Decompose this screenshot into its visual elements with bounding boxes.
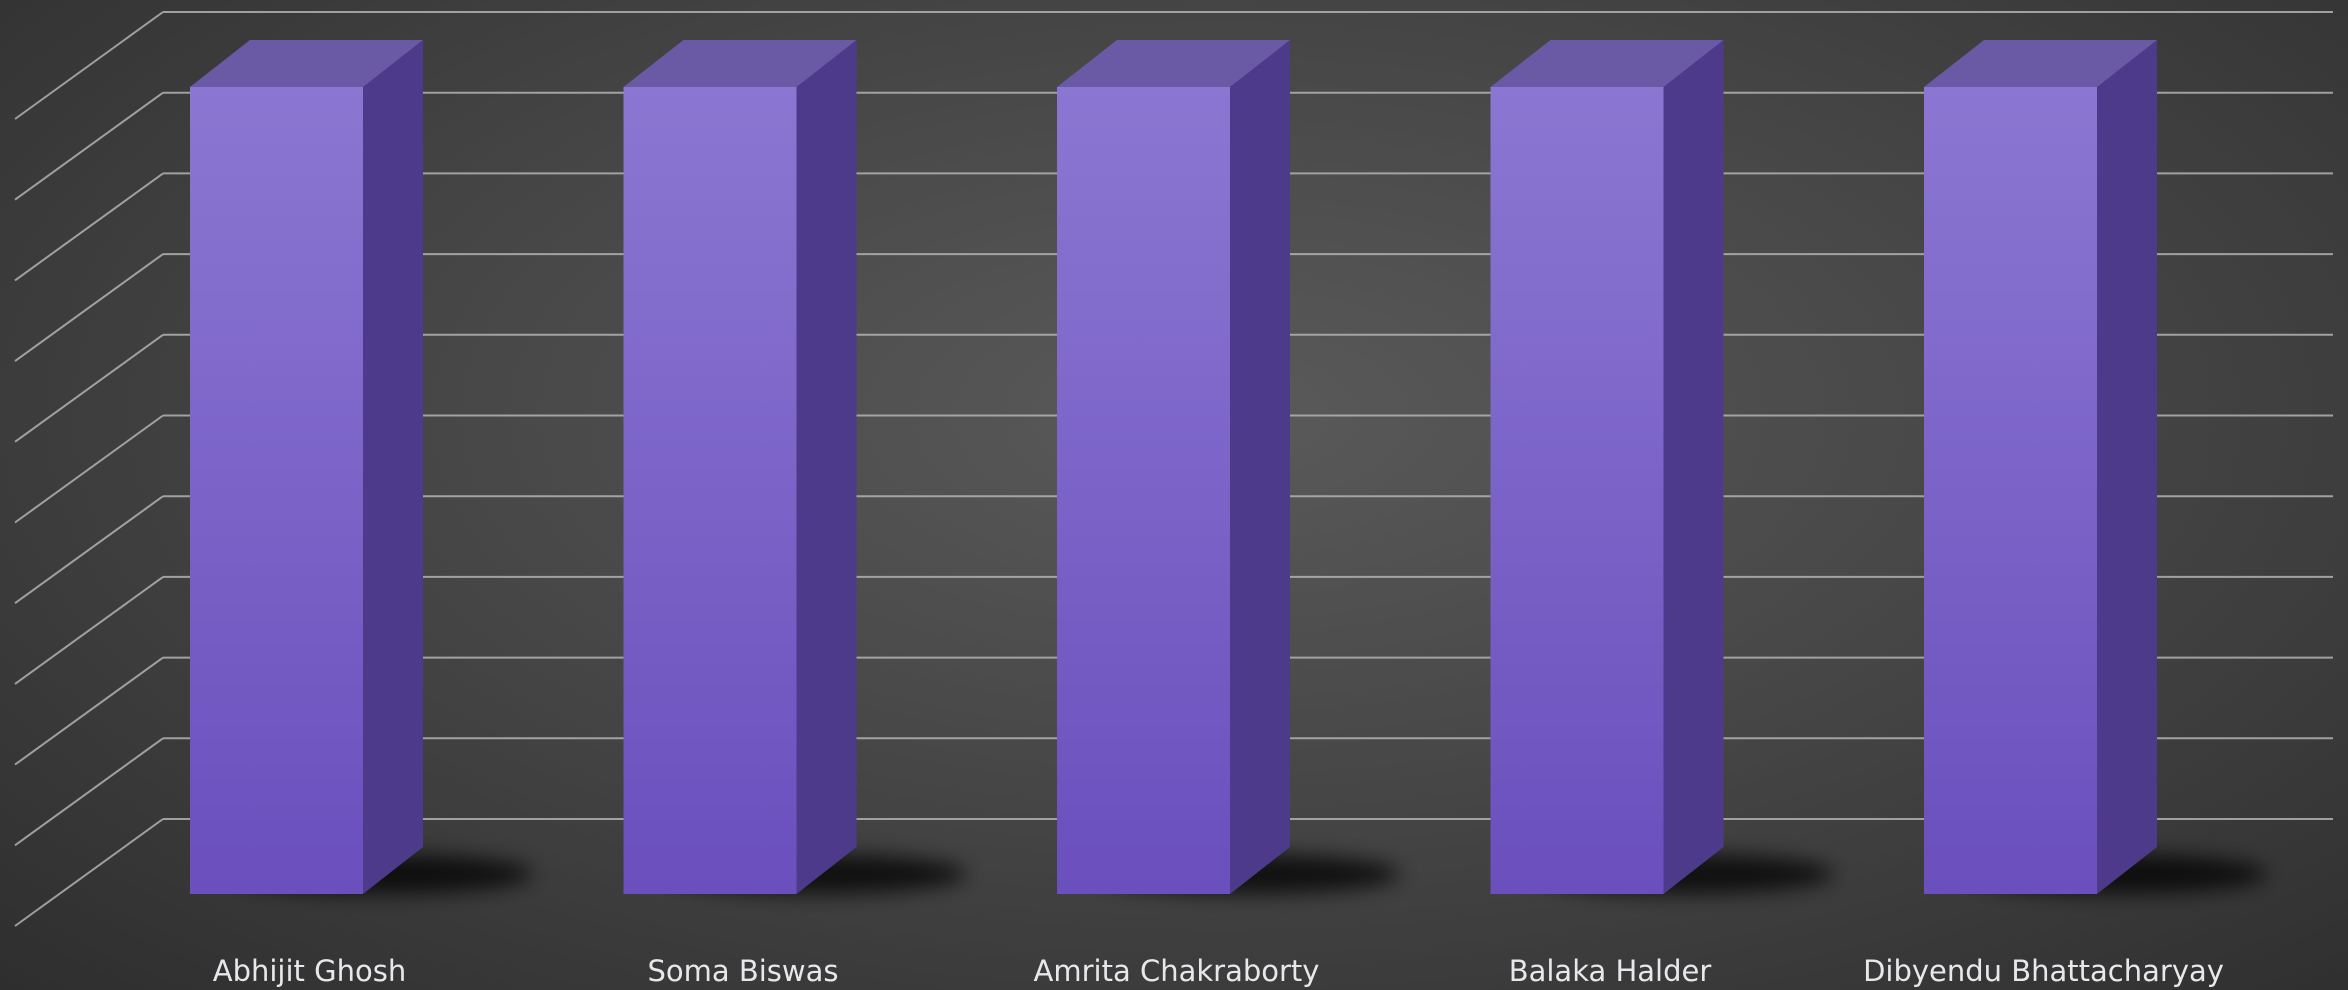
bar-front <box>190 87 363 894</box>
category-label: Abhijit Ghosh <box>213 954 406 988</box>
bar-front <box>623 87 797 894</box>
gridline-diagonal <box>14 253 164 362</box>
bar-front <box>1924 87 2097 894</box>
bar <box>1924 40 2157 894</box>
bars <box>190 40 2157 894</box>
gridline-diagonal <box>14 818 164 927</box>
bar-side <box>796 40 857 894</box>
bar-top <box>623 40 857 87</box>
bar-side <box>2097 40 2157 894</box>
bar-front <box>1057 87 1230 894</box>
gridline-diagonal <box>14 656 164 766</box>
bar-top <box>190 40 423 87</box>
category-label: Amrita Chakraborty <box>1034 954 1320 988</box>
gridline-diagonal <box>14 172 164 282</box>
bar <box>623 40 857 894</box>
bar <box>1490 40 1724 894</box>
gridline-diagonal <box>14 91 164 201</box>
bar <box>190 40 423 894</box>
category-label: Dibyendu Bhattacharyay <box>1863 954 2224 988</box>
gridline-diagonal <box>14 737 164 847</box>
category-label: Soma Biswas <box>647 954 838 988</box>
gridline-diagonal <box>14 333 164 443</box>
bar-top <box>1924 40 2157 87</box>
bar-top <box>1057 40 1290 87</box>
bar-top <box>1490 40 1724 87</box>
category-labels: Abhijit Ghosh Soma Biswas Amrita Chakrabor… <box>213 954 2224 988</box>
bar-front <box>1490 87 1664 894</box>
category-label: Balaka Halder <box>1509 954 1712 988</box>
bar-side <box>1663 40 1724 894</box>
gridline-diagonal <box>14 11 164 120</box>
bar-side <box>1230 40 1290 894</box>
gridline-diagonal <box>14 576 164 685</box>
gridline-diagonal <box>14 414 164 524</box>
bar <box>1057 40 1290 894</box>
bar-side <box>363 40 423 894</box>
gridline-diagonal <box>14 495 164 605</box>
